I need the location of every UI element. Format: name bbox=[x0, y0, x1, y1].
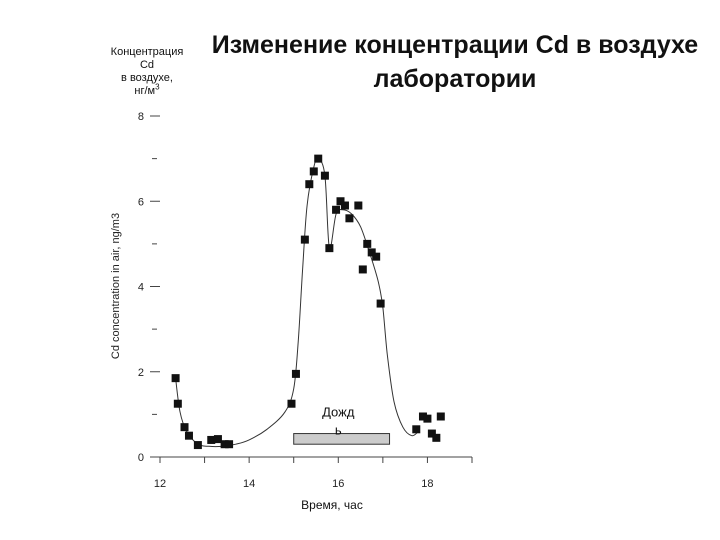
data-point bbox=[432, 433, 441, 442]
chart-axes: 12 14 16 18 0 2 4 6 8 bbox=[138, 111, 473, 490]
y-tick-label: 4 bbox=[138, 282, 144, 294]
data-point bbox=[325, 244, 334, 253]
data-point bbox=[213, 435, 222, 444]
data-point bbox=[173, 399, 182, 408]
data-points bbox=[171, 154, 445, 450]
data-point bbox=[193, 441, 202, 450]
data-point bbox=[287, 399, 296, 408]
data-point bbox=[305, 180, 314, 189]
data-point bbox=[220, 440, 229, 449]
concentration-label-line2: Cd bbox=[139, 59, 155, 71]
concentration-unit: нг/м bbox=[134, 85, 156, 97]
data-point bbox=[367, 248, 376, 257]
x-tick-label: 12 bbox=[154, 478, 166, 490]
data-point bbox=[314, 154, 323, 163]
y-tick-label: 8 bbox=[138, 111, 144, 123]
chart-title: Изменение концентрации Cd в воздухе лабо… bbox=[211, 31, 699, 93]
y-tick-label: 2 bbox=[138, 367, 144, 379]
data-point bbox=[291, 369, 300, 378]
x-tick-label: 14 bbox=[243, 478, 255, 490]
data-point bbox=[184, 431, 193, 440]
data-point bbox=[207, 435, 216, 444]
rain-label-line1: Дожд bbox=[322, 405, 355, 420]
data-point bbox=[358, 265, 367, 274]
data-point bbox=[423, 414, 432, 423]
data-point bbox=[309, 167, 318, 176]
y-tick-label: 6 bbox=[138, 196, 144, 208]
data-point bbox=[332, 205, 341, 214]
data-point bbox=[300, 235, 309, 244]
data-point bbox=[363, 239, 372, 248]
data-point bbox=[412, 425, 421, 434]
data-point bbox=[340, 201, 349, 210]
rain-annotation: Дожд ь bbox=[293, 405, 391, 445]
x-tick-label: 18 bbox=[421, 478, 433, 490]
data-point bbox=[345, 214, 354, 223]
data-point bbox=[376, 299, 385, 308]
concentration-label-line1: Концентрация bbox=[110, 46, 184, 58]
data-point bbox=[171, 374, 180, 383]
y-tick-label: 0 bbox=[138, 452, 144, 464]
concentration-unit-superscript: 3 bbox=[155, 82, 160, 92]
data-point bbox=[320, 171, 329, 180]
concentration-label: Концентрация Cd в воздухе, нг/м3 bbox=[104, 46, 190, 98]
data-point bbox=[336, 197, 345, 206]
x-axis-label: Время, час bbox=[301, 498, 363, 512]
data-point bbox=[354, 201, 363, 210]
rain-period-bar bbox=[293, 433, 391, 445]
data-point bbox=[372, 252, 381, 261]
concentration-label-line4: нг/м3 bbox=[104, 82, 190, 98]
rain-label-line2: ь bbox=[335, 423, 342, 438]
data-point bbox=[427, 429, 436, 438]
data-point bbox=[436, 412, 445, 421]
data-point bbox=[418, 412, 427, 421]
x-tick-label: 16 bbox=[332, 478, 344, 490]
data-point bbox=[225, 440, 234, 449]
data-point bbox=[180, 423, 189, 432]
concentration-label-line3: в воздухе, bbox=[121, 72, 173, 84]
